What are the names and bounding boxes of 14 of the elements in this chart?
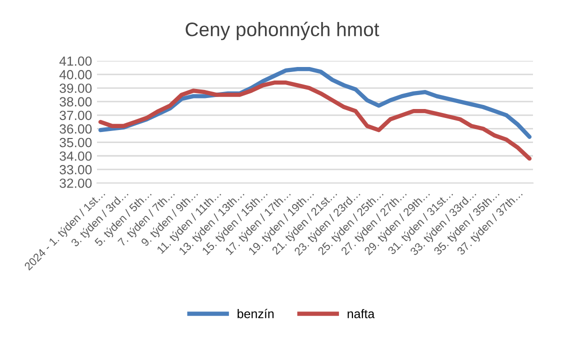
y-tick-label: 39.00 [60, 84, 92, 93]
line-series [98, 80, 532, 161]
y-tick-label: 33.00 [60, 165, 92, 174]
y-tick-label: 35.00 [60, 138, 92, 148]
y-tick-label: 34.00 [60, 151, 92, 161]
legend-label: nafta [348, 309, 375, 318]
y-tick-label: 41.00 [59, 56, 92, 66]
y-tick-label: 37.00 [60, 110, 92, 120]
legend-label: benzín [238, 308, 274, 318]
chart-title: Ceny pohonných hmot [186, 22, 380, 40]
y-tick-label: 36.00 [60, 124, 92, 134]
y-tick-label: 40.00 [59, 70, 92, 80]
y-tick-label: 32.00 [60, 178, 92, 188]
y-tick-label: 38.00 [60, 97, 92, 107]
